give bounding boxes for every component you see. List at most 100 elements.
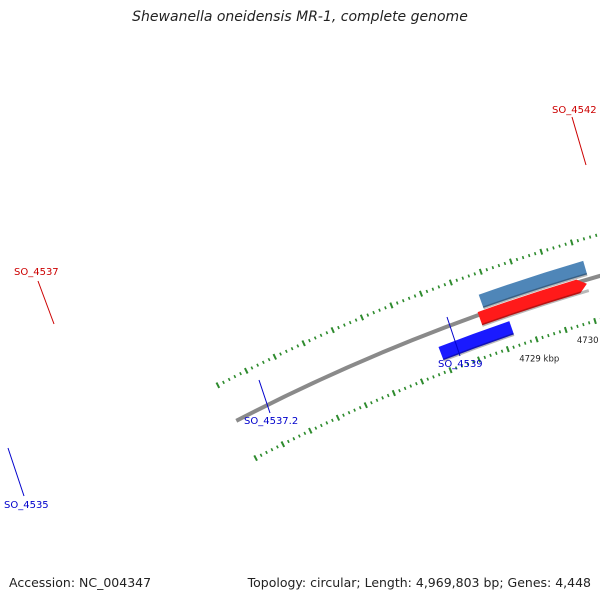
gene-feature-shade [481, 289, 590, 327]
outer-tick-mark [515, 257, 519, 262]
inner-tick-mark [270, 447, 274, 452]
outer-tick-mark [569, 239, 574, 246]
inner-tick-mark [409, 384, 413, 388]
outer-tick-mark [239, 371, 242, 376]
gene-label[interactable]: SO_4537.2 [244, 416, 298, 427]
inner-tick-mark [483, 355, 487, 360]
outer-tick-mark [473, 272, 477, 276]
outer-tick-mark [250, 366, 254, 370]
inner-tick-mark [347, 410, 351, 415]
outer-tick-mark [443, 283, 447, 287]
inner-tick-mark [391, 389, 396, 397]
outer-tick-mark [227, 377, 231, 382]
inner-tick-mark [477, 356, 482, 363]
inner-tick-mark [297, 434, 301, 438]
outer-tick-mark [319, 333, 323, 338]
outer-tick-mark [533, 251, 537, 256]
inner-tick-mark [381, 396, 384, 400]
gene-label-leader [37, 280, 55, 325]
inner-tick-mark [529, 339, 533, 343]
genome-summary-text: Topology: circular; Length: 4,969,803 bp… [247, 575, 591, 590]
gene-label-leader [258, 379, 271, 414]
kbp-label: 4729 kbp [519, 354, 559, 364]
outer-tick-mark [348, 320, 352, 325]
outer-tick-mark [384, 306, 387, 310]
outer-tick-mark [595, 233, 598, 238]
outer-tick-mark [491, 265, 495, 270]
outer-tick-mark [455, 278, 459, 282]
inner-tick-mark [280, 441, 286, 448]
accession-text: Accession: NC_004347 [9, 575, 152, 590]
gene-feature-so_4535[interactable] [438, 321, 514, 361]
outer-tick-mark [558, 244, 561, 248]
inner-tick-mark [448, 367, 453, 374]
outer-tick-mark [233, 374, 237, 379]
outer-tick-mark [279, 352, 282, 356]
inner-tick-ring [253, 317, 600, 462]
inner-tick-mark [593, 317, 597, 325]
inner-tick-mark [314, 426, 318, 430]
gene-label[interactable]: SO_4539 [438, 359, 483, 370]
outer-tick-mark [389, 302, 394, 309]
inner-tick-mark [415, 381, 418, 386]
gene-label[interactable]: SO_4537 [14, 267, 59, 278]
outer-tick-mark [582, 237, 586, 241]
inner-tick-mark [523, 341, 527, 345]
gene-label-leader [446, 316, 461, 357]
outer-tick-mark [503, 261, 507, 266]
gene-feature-so_4537[interactable] [478, 260, 588, 308]
inner-tick-mark [286, 439, 290, 444]
outer-tick-mark [284, 349, 288, 354]
outer-tick-mark [308, 338, 311, 343]
outer-tick-mark [521, 255, 525, 260]
inner-tick-mark [275, 445, 279, 449]
outer-tick-mark [437, 285, 441, 289]
gene-features [438, 260, 590, 362]
gene-feature-shade [482, 272, 588, 310]
inner-tick-mark [363, 402, 368, 409]
outer-tick-mark [539, 248, 544, 255]
inner-tick-mark [335, 414, 341, 421]
outer-tick-mark [222, 380, 225, 385]
gene-label-leaders [7, 116, 587, 497]
inner-tick-mark [331, 418, 334, 423]
outer-tick-mark [330, 327, 335, 334]
gene-feature-so_4537[interactable] [477, 279, 587, 326]
outer-tick-mark [546, 248, 549, 252]
outer-tick-mark [290, 346, 294, 351]
inner-tick-mark [319, 423, 323, 428]
inner-tick-mark [432, 375, 435, 379]
inner-tick-mark [375, 398, 379, 403]
inner-tick-mark [570, 326, 573, 330]
outer-tick-mark [576, 238, 580, 243]
gene-label[interactable]: SO_4535 [4, 500, 49, 511]
genome-backbone [235, 273, 600, 423]
inner-tick-mark [587, 321, 591, 325]
inner-tick-mark [292, 437, 296, 441]
inner-tick-mark [460, 364, 464, 368]
inner-tick-mark [342, 413, 345, 417]
inner-tick-mark [547, 333, 550, 338]
inner-tick-mark [495, 351, 498, 355]
gene-label[interactable]: SO_4542 [552, 105, 597, 116]
inner-tick-mark [500, 349, 504, 353]
outer-tick-mark [461, 276, 465, 280]
inner-tick-mark [582, 322, 585, 327]
inner-tick-mark [534, 336, 539, 343]
outer-tick-mark [395, 301, 399, 305]
inner-tick-mark [454, 366, 458, 370]
outer-tick-mark [425, 289, 429, 294]
outer-tick-mark [509, 258, 513, 265]
inner-tick-mark [518, 343, 521, 347]
outer-tick-mark [564, 242, 567, 246]
inner-tick-mark [403, 386, 407, 391]
outer-tick-mark [325, 331, 329, 335]
inner-tick-mark [512, 345, 515, 349]
inner-tick-mark [505, 345, 510, 353]
inner-tick-mark [259, 453, 263, 457]
inner-tick-mark [419, 378, 425, 385]
outer-tick-mark [296, 344, 300, 348]
outer-tick-mark [448, 279, 453, 286]
inner-tick-mark [398, 388, 401, 393]
